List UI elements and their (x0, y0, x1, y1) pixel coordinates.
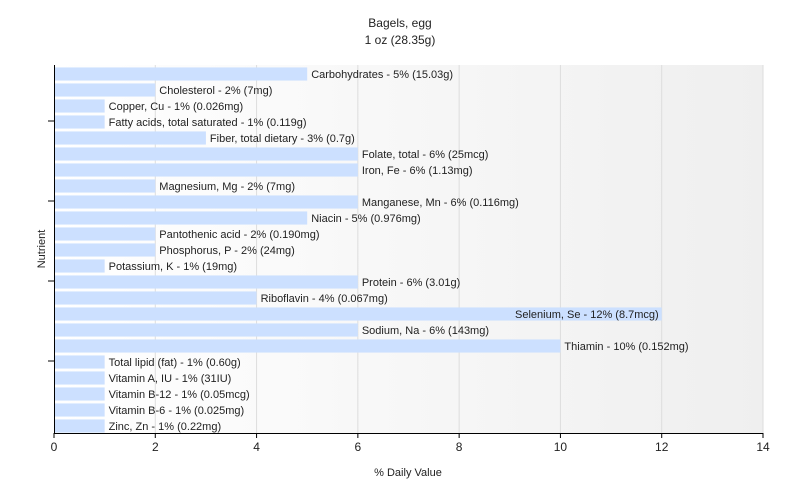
bar (55, 323, 358, 337)
bar-label: Carbohydrates - 5% (15.03g) (311, 69, 453, 81)
bars: Carbohydrates - 5% (15.03g) Cholesterol -… (55, 67, 689, 433)
plot-area (54, 65, 763, 433)
bar (55, 339, 561, 353)
bar-label: Thiamin - 10% (0.152mg) (564, 341, 688, 353)
y-axis-label: Nutrient (36, 230, 48, 269)
bar-label: Zinc, Zn - 1% (0.22mg) (109, 421, 221, 433)
bar-label: Manganese, Mn - 6% (0.116mg) (362, 197, 519, 209)
x-tick-label: 14 (756, 440, 770, 454)
bar (55, 131, 206, 145)
gridlines (154, 65, 764, 433)
x-axis-label: % Daily Value (374, 467, 442, 479)
bar-label: Potassium, K - 1% (19mg) (109, 261, 237, 273)
bar-label: Fiber, total dietary - 3% (0.7g) (210, 133, 355, 145)
bar (55, 403, 105, 417)
bar (55, 163, 358, 177)
bar (55, 419, 105, 433)
bar-label: Phosphorus, P - 2% (24mg) (159, 245, 295, 257)
bar (55, 195, 358, 209)
bar-label: Copper, Cu - 1% (0.026mg) (109, 101, 244, 113)
bar (55, 179, 156, 193)
bar-label: Vitamin B-6 - 1% (0.025mg) (109, 405, 245, 417)
bar (55, 243, 156, 257)
bar (55, 307, 662, 321)
bar-label: Sodium, Na - 6% (143mg) (362, 325, 489, 337)
bar-label: Vitamin B-12 - 1% (0.05mcg) (109, 389, 250, 401)
chart-subtitle: 1 oz (28.35g) (365, 33, 436, 47)
x-tick-label: 12 (655, 440, 669, 454)
bar (55, 275, 358, 289)
bar-label: Pantothenic acid - 2% (0.190mg) (159, 229, 319, 241)
bar (55, 99, 105, 113)
bar-label: Total lipid (fat) - 1% (0.60g) (109, 357, 241, 369)
chart-title: Bagels, egg (368, 16, 431, 30)
x-tick-label: 6 (355, 440, 362, 454)
bar (55, 227, 156, 241)
bar-label: Cholesterol - 2% (7mg) (159, 85, 272, 97)
x-tick-label: 10 (554, 440, 568, 454)
x-tick-label: 0 (51, 440, 58, 454)
bar (55, 371, 105, 385)
x-tick-label: 2 (152, 440, 159, 454)
x-tick-label: 4 (253, 440, 260, 454)
bar-label: Fatty acids, total saturated - 1% (0.119… (109, 117, 307, 129)
bar-label: Magnesium, Mg - 2% (7mg) (159, 181, 295, 193)
bar-label: Niacin - 5% (0.976mg) (311, 213, 420, 225)
bar (55, 259, 105, 273)
x-tick-label: 8 (456, 440, 463, 454)
bar (55, 67, 308, 81)
bar (55, 387, 105, 401)
bar-label: Riboflavin - 4% (0.067mg) (261, 293, 388, 305)
bar (55, 83, 156, 97)
bar (55, 291, 257, 305)
bar-label: Selenium, Se - 12% (8.7mcg) (515, 309, 659, 321)
bar (55, 211, 308, 225)
axes: 0 2 4 6 8 10 12 14 (48, 65, 770, 454)
bar-label: Vitamin A, IU - 1% (31IU) (109, 373, 232, 385)
bar-label: Iron, Fe - 6% (1.13mg) (362, 165, 473, 177)
bar (55, 147, 358, 161)
bar-label: Protein - 6% (3.01g) (362, 277, 460, 289)
bar-label: Folate, total - 6% (25mcg) (362, 149, 489, 161)
bar (55, 355, 105, 369)
bar (55, 115, 105, 129)
